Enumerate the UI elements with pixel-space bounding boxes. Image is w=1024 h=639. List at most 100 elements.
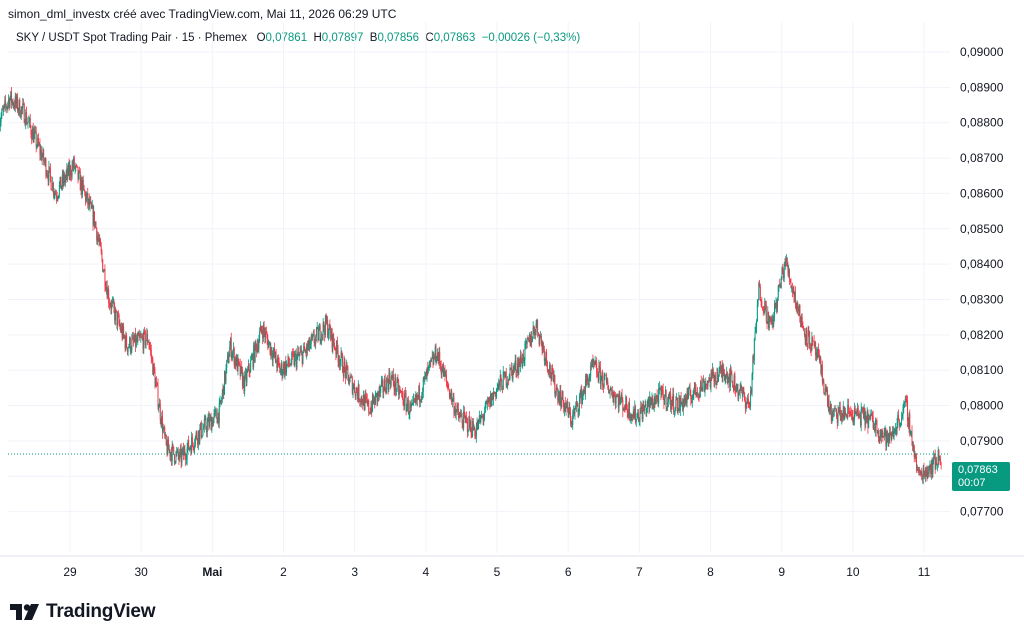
candle bbox=[626, 395, 628, 410]
candle bbox=[543, 345, 545, 366]
candle bbox=[563, 399, 565, 414]
candle bbox=[271, 350, 273, 366]
candle bbox=[857, 404, 859, 420]
candle bbox=[309, 336, 311, 352]
candle bbox=[682, 398, 684, 412]
candle bbox=[454, 406, 456, 417]
candle bbox=[652, 402, 654, 410]
candle bbox=[862, 407, 864, 414]
candle bbox=[213, 409, 215, 424]
candle bbox=[753, 337, 755, 365]
candle bbox=[201, 435, 203, 439]
candle bbox=[607, 378, 609, 390]
candle bbox=[405, 390, 407, 416]
candle bbox=[674, 406, 676, 416]
x-tick-label: 29 bbox=[63, 565, 77, 579]
candle bbox=[437, 351, 439, 364]
candle bbox=[485, 400, 487, 409]
candle bbox=[81, 176, 83, 199]
candle bbox=[93, 205, 95, 227]
candle bbox=[158, 403, 160, 413]
candle bbox=[58, 181, 60, 199]
candle bbox=[54, 188, 56, 199]
candle bbox=[778, 284, 780, 292]
candle bbox=[150, 341, 152, 356]
candle bbox=[348, 377, 350, 387]
candle bbox=[244, 367, 246, 380]
candle bbox=[169, 449, 171, 461]
candle bbox=[865, 415, 867, 424]
candle bbox=[74, 165, 76, 175]
candle bbox=[422, 387, 424, 400]
candle bbox=[432, 351, 434, 369]
candle bbox=[252, 353, 254, 370]
candle bbox=[383, 375, 385, 392]
candle bbox=[827, 386, 829, 408]
candle bbox=[634, 400, 636, 421]
candle bbox=[270, 342, 272, 360]
candle bbox=[723, 369, 725, 382]
candle bbox=[469, 411, 471, 430]
candle bbox=[5, 103, 7, 114]
candle bbox=[362, 398, 364, 410]
symbol-label[interactable]: SKY / USDT Spot Trading Pair · 15 · Phem… bbox=[16, 32, 247, 44]
candle bbox=[449, 392, 451, 400]
candle bbox=[99, 237, 101, 247]
candle bbox=[330, 325, 332, 342]
candle bbox=[653, 393, 655, 412]
candle bbox=[381, 375, 383, 387]
candle bbox=[484, 406, 486, 422]
candle bbox=[3, 103, 5, 113]
candle bbox=[206, 417, 208, 438]
candle bbox=[400, 389, 402, 394]
candle bbox=[342, 352, 344, 373]
candle bbox=[815, 340, 817, 361]
candle bbox=[612, 391, 614, 403]
candle bbox=[507, 378, 509, 386]
candle bbox=[788, 268, 790, 285]
candle bbox=[493, 391, 495, 395]
candle bbox=[927, 466, 929, 480]
candle bbox=[86, 192, 88, 201]
candle bbox=[594, 355, 596, 365]
candle bbox=[14, 99, 16, 112]
candle bbox=[124, 335, 126, 353]
candle bbox=[551, 364, 553, 382]
candle bbox=[784, 258, 786, 267]
candle bbox=[484, 401, 486, 414]
candle bbox=[426, 367, 428, 382]
candle bbox=[596, 368, 598, 378]
candle bbox=[898, 418, 900, 431]
candle bbox=[460, 408, 462, 418]
candle bbox=[50, 175, 52, 191]
candle bbox=[866, 407, 868, 424]
tradingview-logo[interactable]: TradingView bbox=[10, 600, 156, 624]
candle bbox=[587, 374, 589, 385]
candle bbox=[13, 102, 15, 110]
candle bbox=[911, 425, 913, 446]
candle bbox=[121, 323, 123, 342]
candle bbox=[743, 386, 745, 394]
candle bbox=[284, 360, 286, 380]
candle bbox=[396, 376, 398, 393]
candle bbox=[238, 361, 240, 367]
candle bbox=[301, 350, 303, 368]
candle bbox=[726, 371, 728, 385]
candle bbox=[847, 398, 849, 415]
candle bbox=[122, 322, 124, 340]
candle bbox=[85, 191, 87, 204]
candle bbox=[78, 170, 80, 181]
candle bbox=[43, 157, 45, 166]
candle bbox=[305, 347, 307, 357]
candle bbox=[898, 409, 900, 421]
candle bbox=[460, 409, 462, 418]
candle bbox=[115, 309, 117, 313]
candle bbox=[517, 357, 519, 379]
candle bbox=[896, 418, 898, 436]
candle bbox=[627, 409, 629, 421]
x-tick-label: 30 bbox=[134, 565, 148, 579]
candle bbox=[768, 315, 770, 331]
candle bbox=[1, 108, 3, 120]
low-value: 0,07856 bbox=[377, 32, 420, 44]
